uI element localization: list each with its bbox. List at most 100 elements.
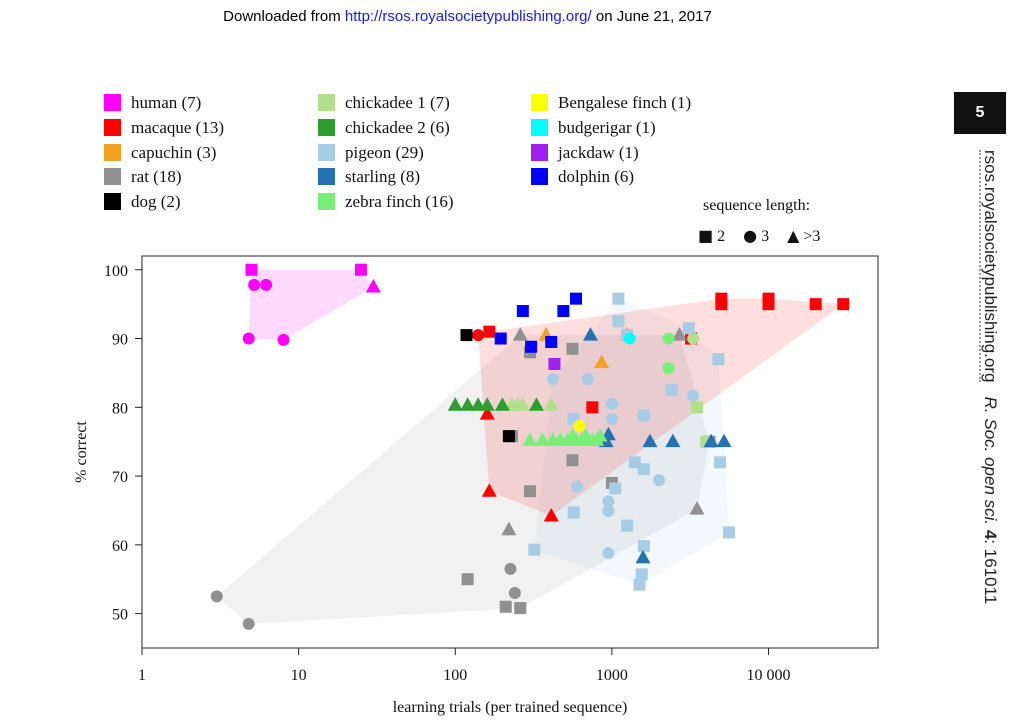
point-pigeon: [605, 412, 618, 425]
point-pigeon: [621, 519, 634, 532]
legend-label: chickadee 2 (6): [345, 117, 450, 137]
hull-rat: [216, 335, 710, 624]
point-rat: [671, 327, 687, 341]
point-human: [354, 263, 367, 276]
point-pigeon: [628, 456, 641, 469]
point-macaque: [762, 292, 775, 305]
point-pigeon: [612, 315, 625, 328]
point-chickadee2: [528, 397, 544, 411]
legend-label: dog (2): [131, 192, 181, 212]
point-macaque: [479, 406, 495, 420]
point-pigeon: [609, 482, 622, 495]
x-tick-label: 10: [291, 667, 307, 684]
point-pigeon: [635, 568, 648, 581]
point-zebrafinch: [578, 428, 594, 442]
point-starling: [665, 433, 681, 448]
legend-swatch: [104, 193, 121, 211]
plot-frame: [141, 255, 879, 649]
sequence-legend: ■ 2 ● 3 ▲ >3: [698, 226, 820, 246]
point-dolphin: [516, 305, 529, 318]
point-macaque: [481, 483, 497, 497]
legend-item-dog: dog (2): [104, 191, 181, 213]
point-dog: [460, 329, 473, 342]
legend-item-jackdaw: jackdaw (1): [531, 142, 639, 164]
point-starling: [582, 327, 598, 341]
legend-label: jackdaw (1): [558, 142, 639, 162]
hull-human: [248, 269, 374, 340]
legend-item-rat: rat (18): [104, 166, 182, 188]
legend-swatch: [318, 193, 335, 211]
legend-item-capuchin: capuchin (3): [104, 142, 216, 164]
point-dolphin: [557, 305, 570, 318]
legend-item-human: human (7): [104, 92, 201, 114]
point-pigeon: [605, 397, 618, 410]
point-rat: [504, 562, 517, 575]
y-tick-label: 80: [112, 400, 128, 417]
legend-swatch: [531, 118, 548, 136]
point-starling: [716, 433, 732, 448]
point-budgerigar: [623, 332, 636, 345]
point-rat: [566, 342, 579, 355]
point-human: [248, 278, 261, 291]
point-human: [242, 332, 255, 345]
point-zebrafinch: [584, 432, 600, 446]
sequence-length-label: >3: [799, 228, 821, 245]
legend-swatch: [531, 143, 548, 161]
download-link[interactable]: http://rsos.royalsocietypublishing.org/: [344, 8, 592, 25]
y-tick-label: 70: [112, 469, 128, 486]
point-rat: [514, 602, 527, 615]
legend-item-bengalese: Bengalese finch (1): [531, 92, 691, 114]
point-rat: [523, 485, 536, 498]
point-capuchin: [594, 354, 610, 369]
point-pigeon: [637, 409, 650, 422]
legend-label: dolphin (6): [558, 167, 635, 187]
point-pigeon: [633, 578, 646, 591]
point-human: [365, 278, 381, 293]
legend-swatch: [104, 94, 121, 111]
point-pigeon: [723, 526, 736, 539]
point-dolphin: [545, 335, 558, 348]
point-chickadee2: [494, 397, 510, 411]
download-suffix: on June 21, 2017: [591, 8, 712, 25]
download-notice: Downloaded from http://rsos.royalsociety…: [0, 8, 935, 25]
y-axis-label: % correct: [73, 421, 90, 483]
point-dolphin: [525, 340, 538, 353]
point-pigeon: [528, 543, 541, 556]
square-icon: ■: [698, 226, 714, 245]
hull-pigeon: [534, 298, 730, 585]
point-pigeon: [713, 456, 726, 469]
legend-label: macaque (13): [131, 117, 224, 137]
legend-item-pigeon: pigeon (29): [318, 142, 424, 164]
point-rat: [566, 454, 579, 467]
point-chickadee2: [460, 397, 476, 411]
triangle-icon: ▲: [787, 226, 800, 245]
sequence-length-label: 3: [757, 228, 770, 245]
point-pigeon: [682, 322, 695, 335]
y-tick-label: 50: [112, 607, 128, 624]
point-rat: [501, 521, 517, 536]
x-tick-label: 1000: [596, 667, 628, 684]
sequence-legend-title: sequence length:: [703, 197, 811, 214]
point-zebrafinch: [522, 432, 538, 446]
point-dolphin: [569, 292, 582, 305]
point-chickadee2: [479, 397, 495, 411]
point-rat: [461, 573, 474, 586]
point-macaque: [543, 507, 559, 522]
x-tick-label: 100: [443, 667, 467, 684]
point-pigeon: [602, 495, 615, 508]
point-pigeon: [612, 292, 625, 305]
x-axis-label: learning trials (per trained sequence): [393, 699, 628, 716]
point-macaque: [483, 325, 496, 338]
point-pigeon: [637, 463, 650, 476]
legend-label: capuchin (3): [131, 142, 217, 162]
x-tick-label: 1: [138, 667, 146, 684]
point-chickadee1: [691, 401, 704, 414]
legend-item-zebrafinch: zebra finch (16): [318, 191, 454, 213]
point-chickadee1: [543, 397, 559, 411]
point-rat: [508, 586, 521, 599]
legend-label: rat (18): [131, 167, 182, 187]
legend-swatch: [104, 118, 121, 136]
point-bengalese: [573, 419, 586, 432]
point-pigeon: [602, 505, 615, 518]
point-macaque: [809, 298, 822, 311]
